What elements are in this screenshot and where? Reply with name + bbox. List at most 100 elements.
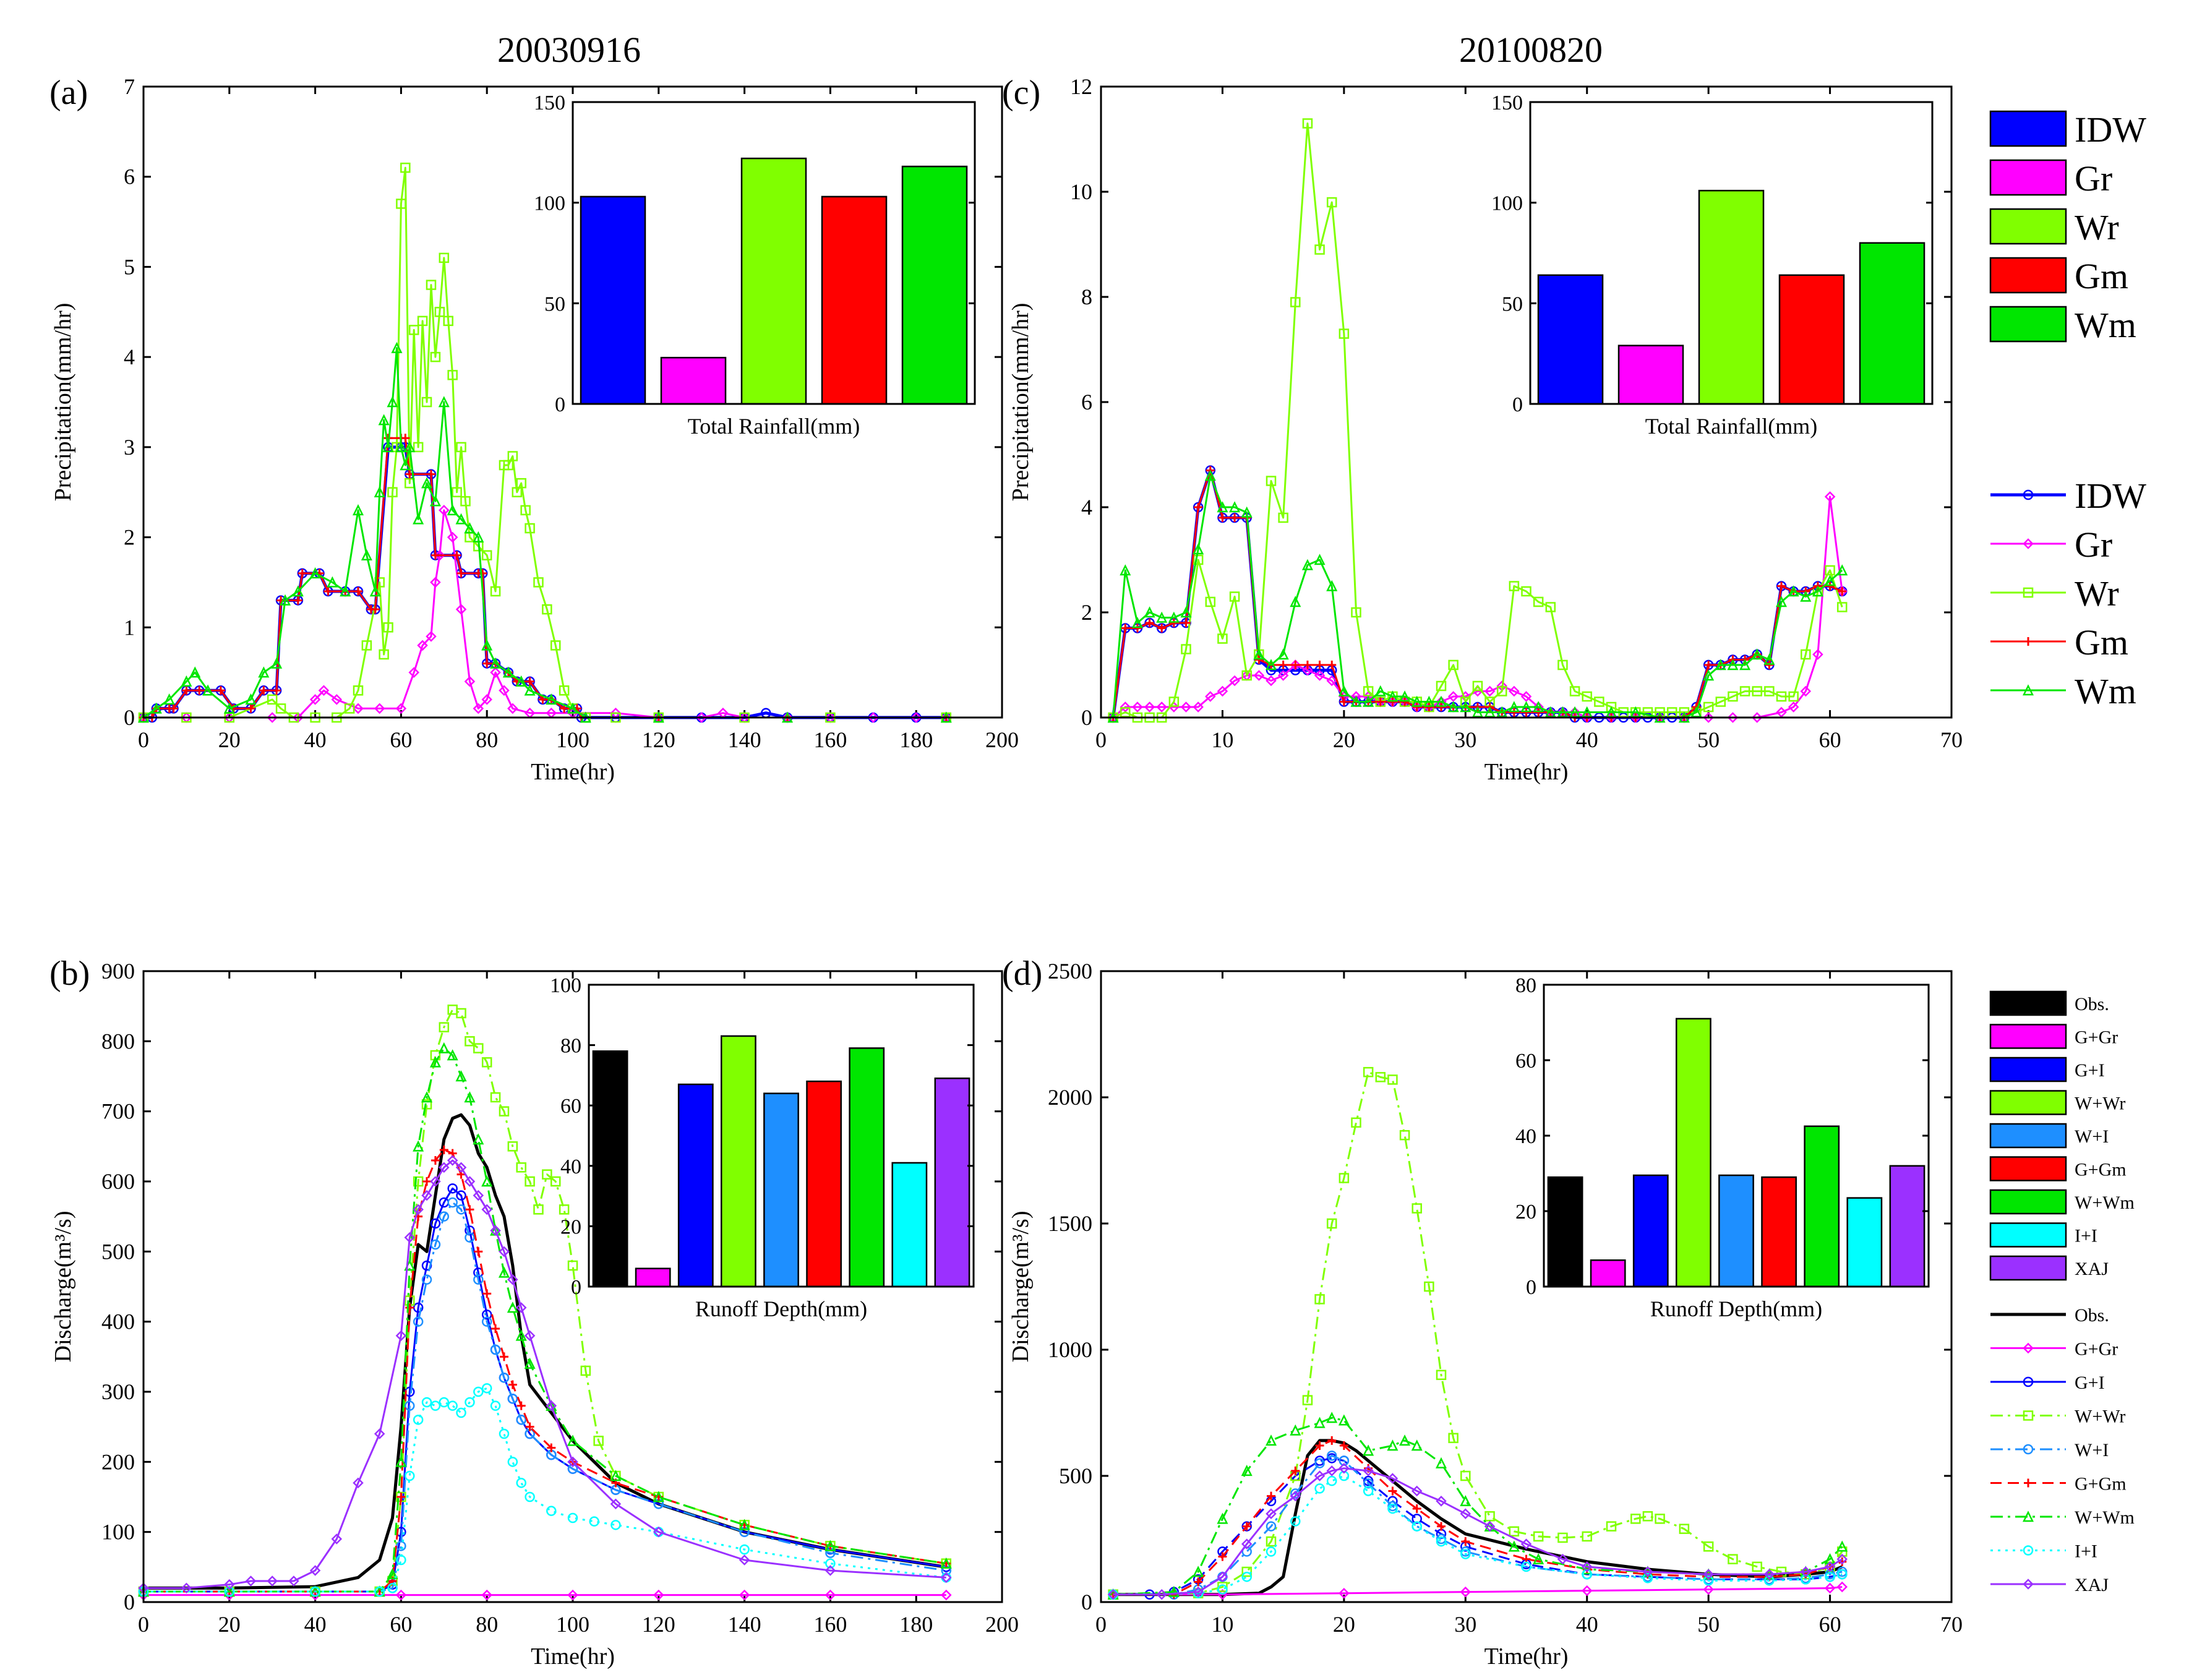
data-point (267, 1575, 278, 1587)
data-point (653, 1491, 664, 1502)
legend-marker-W+Wr (2023, 1410, 2034, 1421)
data-point (567, 1260, 578, 1271)
data-point (498, 1266, 510, 1278)
data-point (1266, 1546, 1277, 1557)
data-point (610, 1520, 621, 1530)
data-point (331, 694, 343, 705)
data-point (1217, 1584, 1228, 1595)
data-point (739, 1519, 750, 1530)
series-G+Gr (1107, 1581, 1848, 1600)
data-point (1679, 1524, 1690, 1534)
data-point (246, 704, 255, 713)
data-point (1788, 701, 1799, 713)
data-point (400, 162, 411, 173)
data-point (1339, 1462, 1350, 1474)
data-point (1169, 619, 1178, 627)
data-point (279, 594, 291, 606)
x-axis-label: Time(hr) (1484, 759, 1569, 785)
data-point (1411, 695, 1423, 707)
data-point (1266, 1521, 1277, 1532)
inset-bar-G+Gm (1761, 1176, 1797, 1288)
data-point (272, 686, 281, 695)
data-point (481, 1175, 493, 1187)
data-point (456, 1190, 466, 1201)
x-tick-label: 70 (1940, 1612, 1963, 1637)
data-point (1314, 1416, 1326, 1428)
data-point (525, 1176, 535, 1187)
data-point (473, 703, 484, 714)
data-point (1290, 1516, 1301, 1527)
x-tick-label: 140 (728, 727, 761, 752)
data-point (1484, 685, 1496, 697)
x-tick-label: 80 (476, 1612, 498, 1637)
x-tick-label: 60 (390, 1612, 412, 1637)
data-point (1411, 1203, 1422, 1214)
legend-marker-Gr (2023, 538, 2034, 549)
data-point (447, 504, 458, 516)
data-point (1266, 1508, 1277, 1519)
data-point (327, 576, 338, 588)
data-point (525, 1422, 534, 1431)
legend-label-Gm: Gm (2075, 622, 2128, 662)
inset-bar-Wr (1698, 189, 1765, 405)
data-point (361, 549, 372, 560)
data-point (1145, 619, 1154, 627)
data-point (1727, 712, 1739, 723)
chart-legends: IDW Gr Wr Gm Wm Obs. G+Gr G+I W+Wr W+I G+Gm W+Wm I+I… (1989, 109, 2146, 1595)
data-point (542, 604, 552, 615)
data-point (559, 1204, 570, 1215)
legend-label-I+I: I+I (2075, 1225, 2097, 1246)
series-XAJ (138, 1155, 952, 1594)
y-tick-label: 12 (1070, 74, 1092, 99)
data-point (1217, 1512, 1228, 1524)
data-point (417, 315, 428, 327)
x-tick-label: 40 (1576, 727, 1598, 752)
x-tick-label: 80 (476, 727, 498, 752)
inset-bar-G+Gm (806, 1080, 842, 1288)
legend-label-W+Wm: W+Wm (2075, 1507, 2135, 1528)
data-point (1326, 197, 1337, 208)
x-tick-label: 30 (1454, 727, 1476, 752)
data-point (405, 1470, 415, 1481)
x-tick-label: 60 (1819, 727, 1841, 752)
data-point (455, 1070, 467, 1082)
data-point (1460, 1549, 1471, 1559)
data-point (1133, 624, 1142, 633)
legend-label-G+I: G+I (2075, 1373, 2105, 1393)
data-point (1277, 648, 1289, 660)
data-point (1388, 1486, 1397, 1496)
data-point (439, 1146, 448, 1154)
data-point (344, 703, 355, 714)
data-point (447, 370, 458, 380)
x-tick-label: 40 (304, 727, 327, 752)
data-point (1144, 701, 1155, 713)
data-point (825, 1540, 836, 1551)
x-tick-label: 10 (1211, 1612, 1233, 1637)
data-point (405, 1303, 414, 1312)
data-point (374, 1586, 385, 1597)
data-point (1788, 585, 1799, 597)
data-point (413, 1140, 424, 1152)
data-point (421, 1274, 432, 1285)
inset-bar-G+Gr (1590, 1259, 1626, 1288)
data-point (516, 1415, 526, 1425)
data-point (288, 1575, 299, 1587)
data-point (1387, 1439, 1399, 1451)
data-point (1266, 1536, 1277, 1547)
data-point (267, 712, 278, 723)
data-point (1533, 1553, 1544, 1564)
data-point (1326, 1475, 1337, 1486)
data-point (1242, 1522, 1251, 1531)
data-point (353, 685, 364, 696)
panel-a: (a) 0 20 40 60 80 100 120 140 160 180 200 0 1 2 3 4 5 6 7 Ti… (49, 74, 1019, 785)
data-point (481, 1383, 492, 1394)
data-point (1107, 1588, 1119, 1600)
data-point (1460, 1508, 1471, 1519)
y-axis-label: Discharge(m³/s) (50, 1211, 76, 1363)
legend-label-Wr: Wr (2075, 573, 2119, 614)
data-point (1569, 686, 1580, 696)
legend-label-Wm: Wm (2075, 305, 2136, 345)
data-point (474, 1247, 483, 1256)
data-point (1326, 580, 1338, 591)
